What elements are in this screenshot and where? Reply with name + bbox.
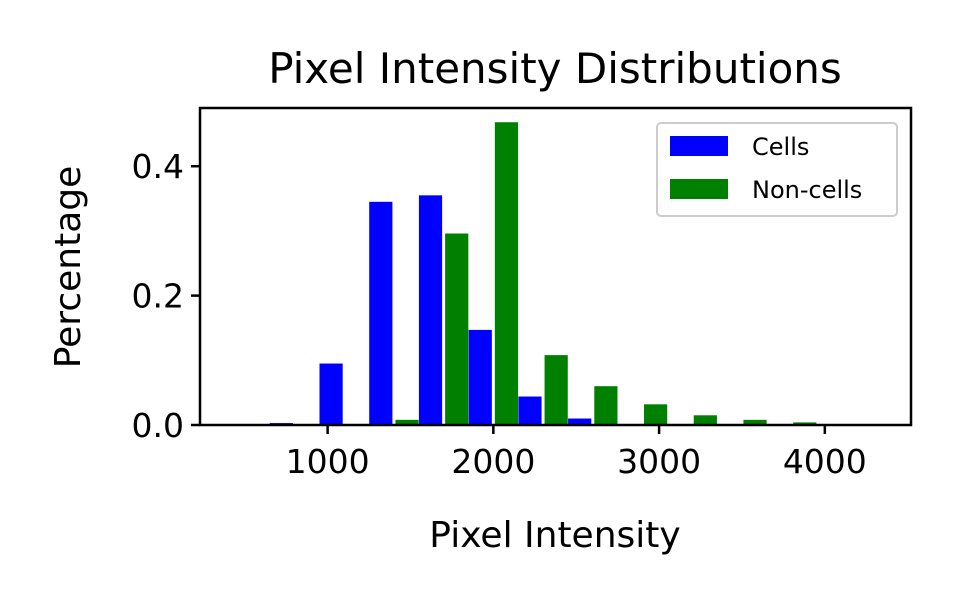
bar-non-cells-3500 bbox=[743, 419, 767, 425]
bar-non-cells-3200 bbox=[693, 415, 717, 425]
y-tick-label-0.2: 0.2 bbox=[132, 277, 184, 316]
y-axis-label: Percentage bbox=[48, 166, 89, 369]
x-tick-label-2000: 2000 bbox=[451, 442, 535, 481]
bar-non-cells-2000 bbox=[494, 122, 519, 425]
x-axis-ticks: 1000 2000 3000 4000 bbox=[286, 425, 867, 481]
bar-cells-2300 bbox=[518, 396, 542, 425]
x-tick-label-1000: 1000 bbox=[286, 442, 370, 481]
x-tick-label-4000: 4000 bbox=[783, 442, 867, 481]
y-axis-ticks: 0.0 0.2 0.4 bbox=[132, 147, 200, 445]
x-tick-label-3000: 3000 bbox=[617, 442, 701, 481]
bars-layer bbox=[269, 122, 867, 425]
bar-non-cells-3800 bbox=[793, 422, 817, 425]
y-tick-label-0.4: 0.4 bbox=[132, 147, 184, 186]
y-tick-label-0: 0.0 bbox=[132, 406, 184, 445]
bar-non-cells-1400 bbox=[395, 419, 419, 425]
legend-swatch-non-cells bbox=[670, 179, 728, 199]
bar-non-cells-2900 bbox=[644, 404, 668, 425]
plot-frame bbox=[198, 106, 913, 427]
bar-cells-2000 bbox=[468, 329, 492, 425]
chart-title: Pixel Intensity Distributions bbox=[268, 44, 842, 93]
bar-non-cells-2300 bbox=[544, 355, 568, 425]
x-axis-label: Pixel Intensity bbox=[429, 515, 680, 556]
bar-cells-1400 bbox=[369, 201, 393, 425]
legend: Cells Non-cells bbox=[656, 122, 898, 217]
bar-cells-1100 bbox=[319, 363, 343, 425]
bar-non-cells-2600 bbox=[594, 386, 618, 425]
bar-cells-1700 bbox=[418, 195, 443, 425]
legend-label-non-cells: Non-cells bbox=[752, 176, 862, 204]
legend-label-cells: Cells bbox=[752, 133, 809, 161]
bar-cells-2600 bbox=[568, 418, 592, 425]
legend-swatch-cells bbox=[670, 136, 728, 156]
bar-non-cells-1700 bbox=[445, 233, 469, 425]
